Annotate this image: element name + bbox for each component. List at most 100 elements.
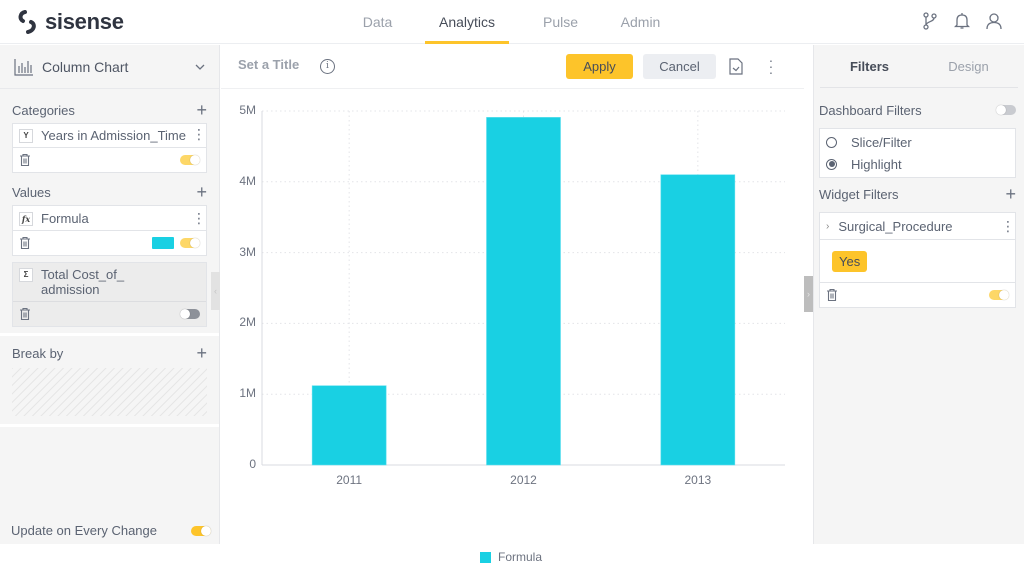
category-title: Years in Admission_Time bbox=[41, 128, 186, 143]
column-chart-icon bbox=[14, 58, 33, 76]
collapse-right-panel-handle[interactable]: › bbox=[804, 276, 813, 312]
brand-name: sisense bbox=[45, 9, 124, 34]
filter-toggle[interactable] bbox=[989, 290, 1009, 300]
tab-filters[interactable]: Filters bbox=[849, 59, 889, 74]
filter-field-name: Surgical_Procedure bbox=[838, 218, 953, 234]
legend-label: Formula bbox=[498, 550, 543, 564]
bar-2013[interactable] bbox=[660, 174, 736, 466]
chart-type-selector[interactable]: Column Chart bbox=[0, 45, 219, 89]
category-item[interactable]: Y Years in Admission_Time ⋮ bbox=[12, 123, 207, 173]
chevron-down-icon bbox=[195, 64, 205, 70]
add-widget-filter-button[interactable]: + bbox=[1005, 184, 1016, 204]
chart-legend[interactable]: Formula bbox=[480, 550, 542, 564]
category-toggle[interactable] bbox=[180, 155, 200, 165]
values-section: Values + fx Formula ⋮ Σ Total Cost_of_ad… bbox=[0, 179, 219, 327]
values-header: Values bbox=[12, 184, 51, 200]
value-toggle[interactable] bbox=[180, 238, 200, 248]
y-tick-label: 5M bbox=[239, 103, 256, 117]
chart-canvas bbox=[261, 110, 785, 466]
legend-swatch bbox=[480, 551, 491, 563]
document-check-icon[interactable] bbox=[729, 58, 743, 75]
chart-type-label: Column Chart bbox=[42, 58, 129, 75]
radio-checked-icon bbox=[826, 158, 837, 170]
divider bbox=[0, 333, 219, 336]
main-nav: Data Analytics Pulse Admin bbox=[340, 0, 678, 44]
top-bar: sisense Data Analytics Pulse Admin bbox=[0, 0, 1024, 44]
logo[interactable]: sisense bbox=[17, 9, 124, 35]
bell-icon[interactable] bbox=[953, 12, 972, 32]
add-value-button[interactable]: + bbox=[196, 182, 207, 202]
filters-panel: Filters Design Dashboard Filters Slice/F… bbox=[813, 45, 1024, 544]
y-tick-label: 0 bbox=[249, 457, 256, 471]
categories-section: Categories + Y Years in Admission_Time ⋮ bbox=[0, 97, 219, 173]
radio-slice-filter[interactable]: Slice/Filter bbox=[826, 131, 1009, 153]
nav-admin[interactable]: Admin bbox=[620, 14, 661, 30]
filter-mode-group: Slice/Filter Highlight bbox=[819, 128, 1016, 178]
categories-header: Categories bbox=[12, 102, 75, 118]
chevron-right-icon: › bbox=[826, 220, 830, 232]
trash-icon[interactable] bbox=[19, 307, 31, 321]
x-tick-label: 2012 bbox=[510, 473, 537, 487]
bar-2011[interactable] bbox=[311, 385, 387, 466]
trash-icon[interactable] bbox=[19, 236, 31, 250]
formula-icon: fx bbox=[19, 211, 33, 226]
series-color-swatch[interactable] bbox=[152, 237, 174, 249]
radio-highlight[interactable]: Highlight bbox=[826, 153, 1009, 175]
value-item-total-cost[interactable]: Σ Total Cost_of_admission bbox=[12, 262, 207, 327]
value-title: Formula bbox=[41, 210, 89, 226]
date-dimension-icon: Y bbox=[19, 129, 33, 143]
y-tick-label: 4M bbox=[239, 173, 256, 188]
column-chart: 0 1M 2M 3M 4M 5M 2011 2012 2013 Formula bbox=[221, 90, 804, 564]
trash-icon[interactable] bbox=[826, 288, 838, 302]
collapse-left-panel-handle[interactable]: ‹ bbox=[211, 272, 220, 310]
dashboard-filters-section: Dashboard Filters Slice/Filter Highlight bbox=[814, 98, 1024, 178]
filter-value-chip[interactable]: Yes bbox=[832, 250, 868, 272]
top-icons bbox=[922, 12, 1004, 32]
apply-button[interactable]: Apply bbox=[566, 54, 633, 79]
dashboard-filters-header: Dashboard Filters bbox=[819, 102, 922, 118]
sisense-logo-icon bbox=[18, 10, 36, 34]
more-options-icon[interactable]: ⋮ bbox=[192, 126, 206, 142]
radio-label: Slice/Filter bbox=[851, 134, 912, 150]
x-tick-label: 2013 bbox=[684, 473, 712, 487]
value-title: Total Cost_of_admission bbox=[41, 267, 125, 297]
info-icon[interactable]: i bbox=[320, 59, 335, 74]
radio-label: Highlight bbox=[851, 156, 902, 172]
break-by-header: Break by bbox=[12, 345, 64, 361]
widget-toolbar: Set a Title i Apply Cancel · · · bbox=[221, 45, 804, 89]
more-options-icon[interactable]: ⋮ bbox=[1001, 218, 1015, 234]
y-tick-label: 3M bbox=[239, 244, 256, 259]
value-item-formula[interactable]: fx Formula ⋮ bbox=[12, 205, 207, 256]
more-options-icon[interactable]: · · · bbox=[768, 52, 774, 80]
value-toggle[interactable] bbox=[180, 309, 200, 319]
widget-filters-section: Widget Filters + › Surgical_Procedure ⋮ … bbox=[814, 182, 1024, 308]
break-by-section: Break by + bbox=[0, 340, 219, 416]
sum-icon: Σ bbox=[19, 268, 33, 282]
add-category-button[interactable]: + bbox=[196, 100, 207, 120]
tab-design[interactable]: Design bbox=[948, 59, 989, 74]
widget-editor: Set a Title i Apply Cancel · · · 0 1M 2M 3M 4M… bbox=[221, 45, 804, 564]
update-on-change-toggle[interactable] bbox=[191, 525, 211, 536]
more-options-icon[interactable]: ⋮ bbox=[192, 210, 206, 226]
widget-filter-item: › Surgical_Procedure ⋮ Yes bbox=[819, 212, 1016, 308]
filter-header[interactable]: › Surgical_Procedure ⋮ bbox=[820, 213, 1015, 240]
divider bbox=[0, 424, 219, 427]
break-by-dropzone[interactable] bbox=[12, 368, 207, 416]
y-tick-label: 2M bbox=[239, 315, 256, 330]
nav-pulse[interactable]: Pulse bbox=[542, 14, 579, 30]
add-break-by-button[interactable]: + bbox=[196, 343, 207, 363]
widget-title-input[interactable]: Set a Title bbox=[238, 57, 300, 72]
bar-2012[interactable] bbox=[486, 117, 561, 466]
nav-data[interactable]: Data bbox=[362, 14, 393, 30]
x-tick-label: 2011 bbox=[336, 473, 363, 487]
user-icon[interactable] bbox=[986, 12, 1004, 32]
cancel-button[interactable]: Cancel bbox=[643, 54, 716, 79]
nav-analytics[interactable]: Analytics bbox=[425, 0, 509, 44]
dashboard-filters-toggle[interactable] bbox=[996, 105, 1016, 115]
trash-icon[interactable] bbox=[19, 153, 31, 167]
y-tick-label: 1M bbox=[239, 386, 256, 401]
update-on-change-row: Update on Every Change bbox=[11, 523, 211, 538]
update-on-change-label: Update on Every Change bbox=[11, 523, 157, 538]
widget-data-panel: Column Chart Categories + Y Years in Adm… bbox=[0, 45, 220, 544]
branch-icon[interactable] bbox=[922, 12, 940, 32]
